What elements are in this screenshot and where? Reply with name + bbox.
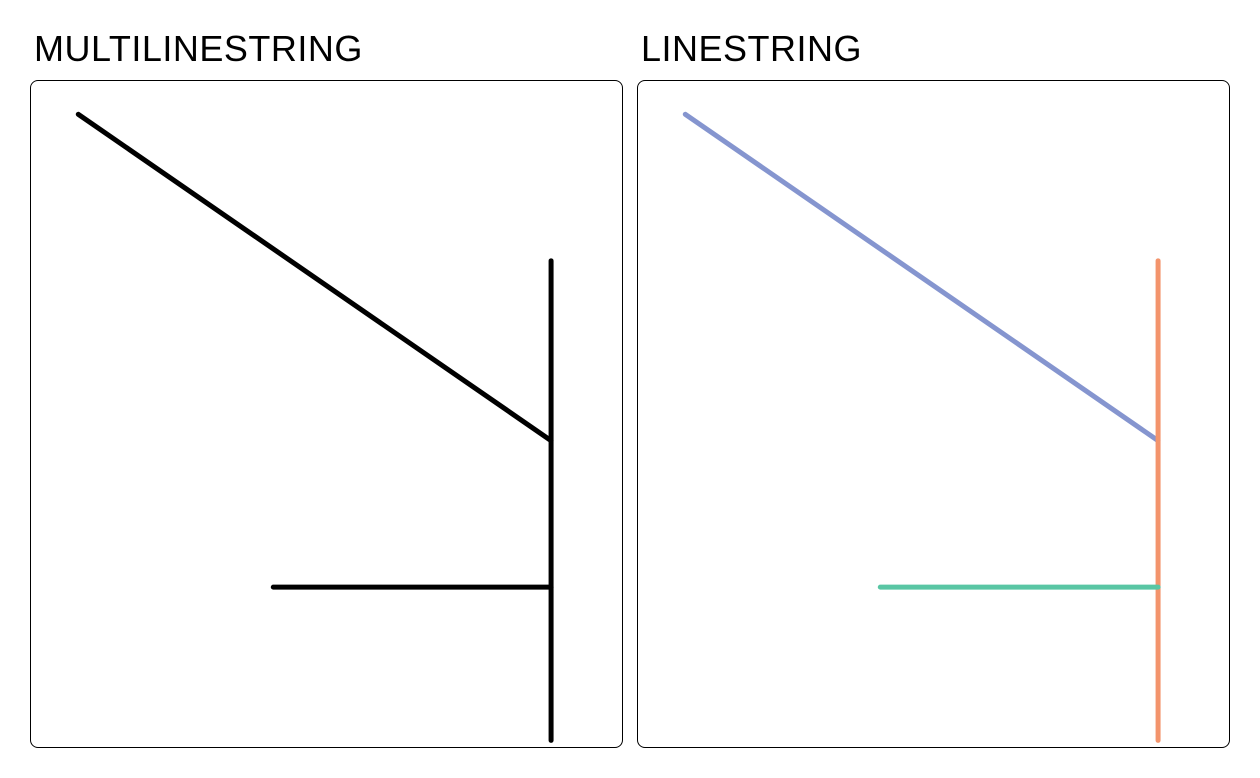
panel-title-linestring: LINESTRING <box>641 28 1230 70</box>
multilinestring-svg <box>31 81 622 747</box>
panel-title-multilinestring: MULTILINESTRING <box>34 28 623 70</box>
panel-box-multilinestring <box>30 80 623 748</box>
linestring-svg <box>638 81 1229 747</box>
panel-multilinestring: MULTILINESTRING <box>30 28 623 748</box>
panel-linestring: LINESTRING <box>637 28 1230 748</box>
diagram-container: MULTILINESTRING LINESTRING <box>0 0 1260 778</box>
panel-box-linestring <box>637 80 1230 748</box>
mls-diagonal-line <box>78 114 551 440</box>
ls-diagonal-line <box>685 114 1158 440</box>
